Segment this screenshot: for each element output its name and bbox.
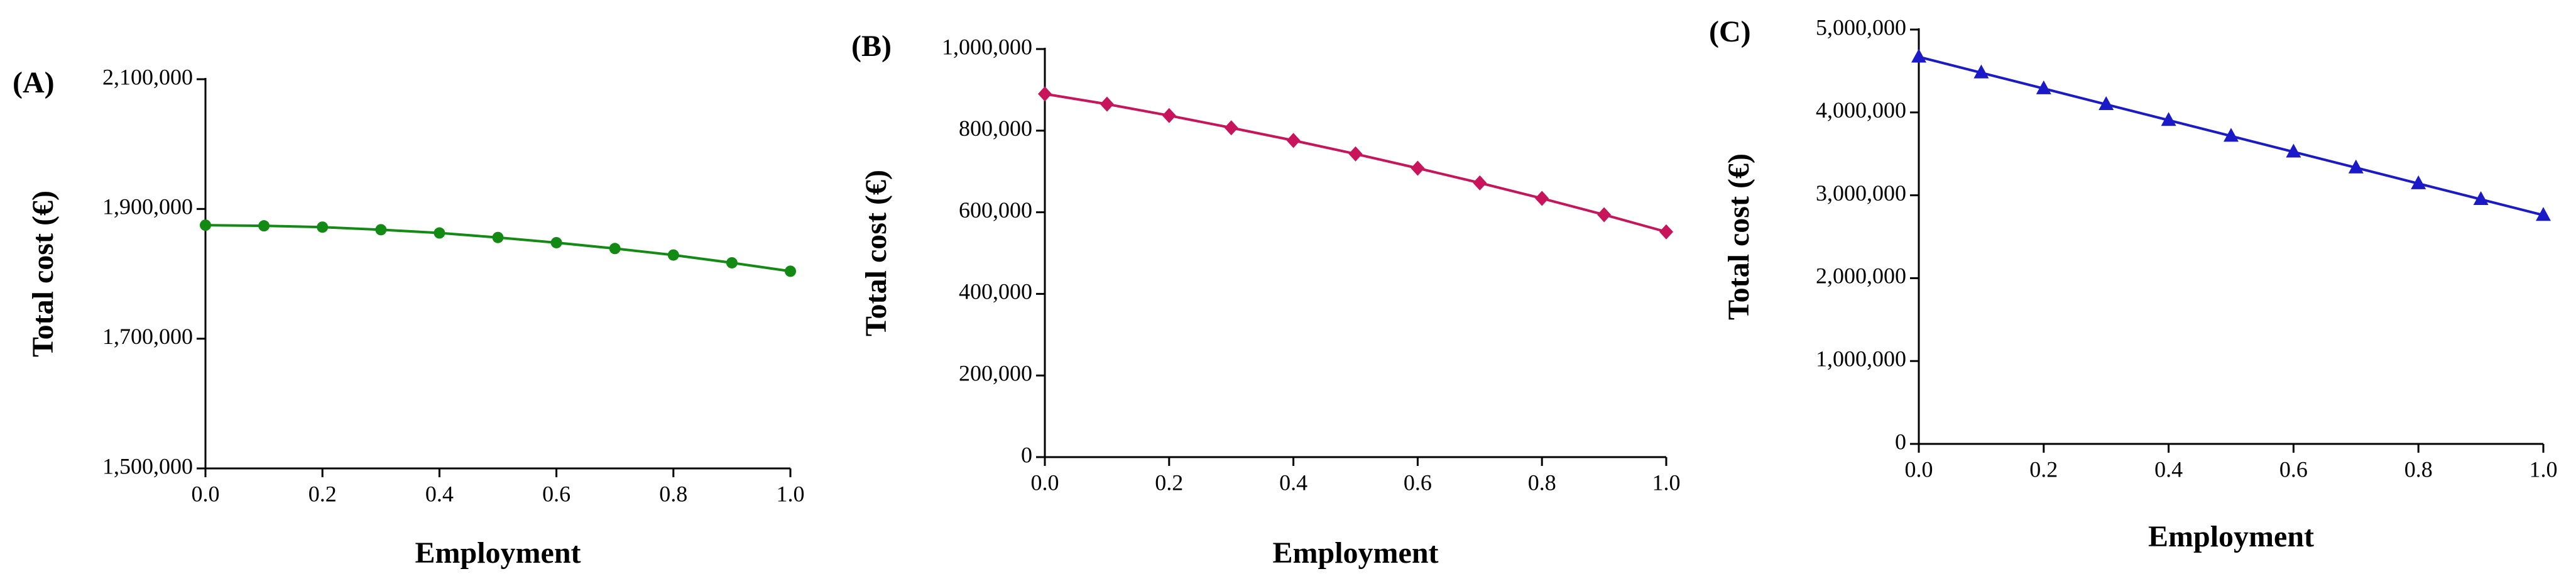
y-axis-title: Total cost (€) xyxy=(1722,153,1755,320)
y-tick-label: 1,000,000 xyxy=(942,34,1032,59)
data-point xyxy=(726,257,738,268)
data-point xyxy=(200,219,211,231)
data-point xyxy=(2286,143,2301,158)
data-point xyxy=(1348,146,1363,162)
data-point xyxy=(1100,96,1114,112)
x-tick-label: 0.4 xyxy=(2154,456,2183,482)
data-point xyxy=(1535,191,1549,206)
x-tick-label: 0.4 xyxy=(425,481,454,506)
data-point xyxy=(258,220,270,232)
series-line xyxy=(1044,92,1667,233)
x-tick-label: 0.6 xyxy=(1404,470,1432,495)
y-tick-label: 1,500,000 xyxy=(102,453,193,478)
x-tick-label: 0.0 xyxy=(1905,456,1933,482)
data-point xyxy=(1286,133,1301,148)
x-tick-label: 0.2 xyxy=(308,481,337,506)
panel-label: (C) xyxy=(1709,15,1751,48)
y-tick-label: 200,000 xyxy=(959,360,1032,385)
data-point xyxy=(785,265,796,277)
x-tick-label: 0.8 xyxy=(1528,470,1556,495)
y-axis-title: Total cost (€) xyxy=(860,170,893,336)
x-tick-label: 0.0 xyxy=(192,481,220,506)
data-point xyxy=(1411,160,1425,176)
data-point xyxy=(1973,64,1989,79)
data-point xyxy=(2348,159,2364,174)
data-point xyxy=(2473,191,2489,206)
x-axis-title: Employment xyxy=(415,536,581,570)
data-point xyxy=(667,249,679,261)
x-tick-label: 1.0 xyxy=(777,481,805,506)
panel-label: (B) xyxy=(851,30,892,63)
y-tick-label: 1,900,000 xyxy=(102,194,193,219)
data-point xyxy=(609,243,621,255)
y-tick-label: 400,000 xyxy=(959,279,1032,304)
y-tick-label: 0 xyxy=(1021,442,1032,467)
data-point xyxy=(492,231,504,243)
x-tick-label: 0.2 xyxy=(2029,456,2058,482)
y-axis-title: Total cost (€) xyxy=(26,191,60,357)
x-tick-label: 1.0 xyxy=(1652,470,1681,495)
x-tick-label: 0.8 xyxy=(659,481,687,506)
data-point xyxy=(317,221,329,233)
y-tick-label: 600,000 xyxy=(959,197,1032,223)
x-tick-label: 0.6 xyxy=(542,481,570,506)
x-tick-label: 1.0 xyxy=(2530,456,2558,482)
data-point xyxy=(2036,80,2051,94)
data-point xyxy=(2536,207,2551,221)
data-point xyxy=(1224,120,1238,136)
data-point xyxy=(2098,96,2114,111)
x-tick-label: 0.2 xyxy=(1155,470,1183,495)
y-tick-label: 800,000 xyxy=(959,116,1032,141)
x-tick-label: 0.6 xyxy=(2279,456,2308,482)
data-point xyxy=(1659,224,1673,240)
data-point xyxy=(375,224,387,236)
y-tick-label: 2,100,000 xyxy=(102,64,193,89)
y-tick-label: 3,000,000 xyxy=(1816,180,1906,206)
y-tick-label: 5,000,000 xyxy=(1816,14,1906,40)
data-point xyxy=(2411,175,2426,189)
y-tick-label: 1,700,000 xyxy=(102,324,193,349)
y-tick-label: 1,000,000 xyxy=(1816,346,1906,371)
data-point xyxy=(2161,112,2176,126)
y-tick-label: 0 xyxy=(1895,429,1906,454)
data-point xyxy=(1911,48,1926,63)
panel-label: (A) xyxy=(13,66,55,99)
x-axis-title: Employment xyxy=(1273,536,1439,570)
data-point xyxy=(1162,108,1176,123)
x-tick-label: 0.4 xyxy=(1279,470,1307,495)
y-tick-label: 2,000,000 xyxy=(1816,263,1906,289)
data-point xyxy=(1038,86,1052,102)
data-point xyxy=(2224,128,2239,142)
y-tick-label: 4,000,000 xyxy=(1816,97,1906,123)
data-point xyxy=(1597,207,1612,223)
x-axis-title: Employment xyxy=(2148,520,2314,553)
data-point xyxy=(550,236,562,248)
x-tick-label: 0.0 xyxy=(1031,470,1059,495)
data-point xyxy=(434,227,445,239)
x-tick-label: 0.8 xyxy=(2404,456,2433,482)
data-point xyxy=(1473,175,1487,191)
